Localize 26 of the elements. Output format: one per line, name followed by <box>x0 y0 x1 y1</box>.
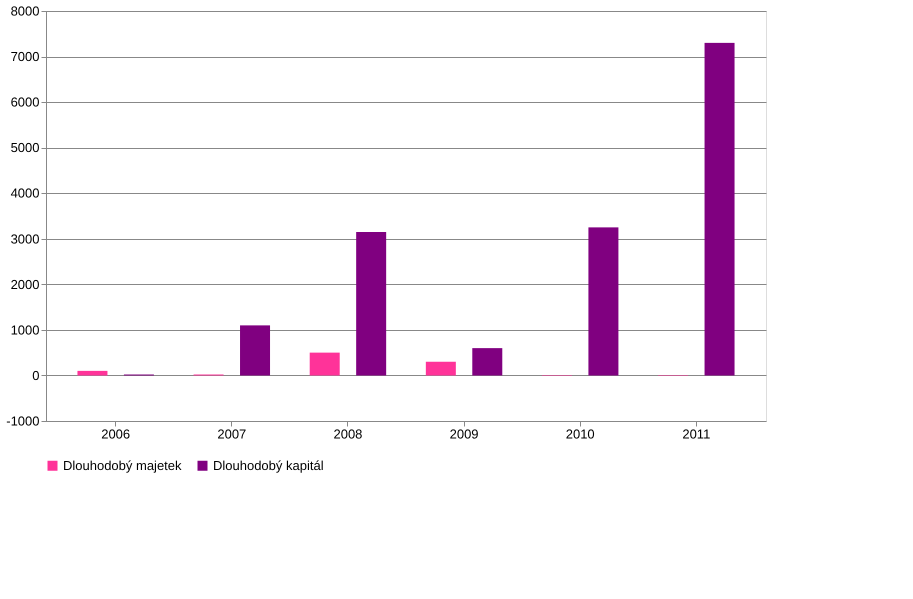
y-tick-label: 6000 <box>10 94 40 110</box>
bar <box>356 232 386 376</box>
bar <box>77 370 108 376</box>
bar <box>426 362 456 376</box>
x-tick-label: 2007 <box>217 426 246 442</box>
bar <box>588 227 618 376</box>
y-tick-label: 2000 <box>10 276 40 292</box>
x-tick-label: 2011 <box>682 426 710 442</box>
legend-label: Dlouhodobý kapitál <box>213 458 324 473</box>
x-tick-label: 2006 <box>101 426 130 442</box>
y-tick-label: 0 <box>32 368 40 383</box>
y-tick-label: 8000 <box>10 4 40 18</box>
x-tick-label: 2008 <box>333 426 362 442</box>
y-tick-label: 5000 <box>10 140 40 156</box>
y-tick-label: 4000 <box>10 186 40 201</box>
bar <box>472 348 502 376</box>
bar <box>704 42 735 376</box>
bar <box>310 352 340 376</box>
x-tick-label: 2010 <box>566 426 595 442</box>
legend-label: Dlouhodobý majetek <box>63 458 182 473</box>
y-tick-label: 7000 <box>10 49 40 64</box>
bar <box>240 325 270 376</box>
y-tick-label: 3000 <box>10 231 40 246</box>
y-tick-label: -1000 <box>6 414 40 428</box>
y-tick-label: 1000 <box>10 322 40 338</box>
x-tick-label: 2009 <box>450 426 479 442</box>
